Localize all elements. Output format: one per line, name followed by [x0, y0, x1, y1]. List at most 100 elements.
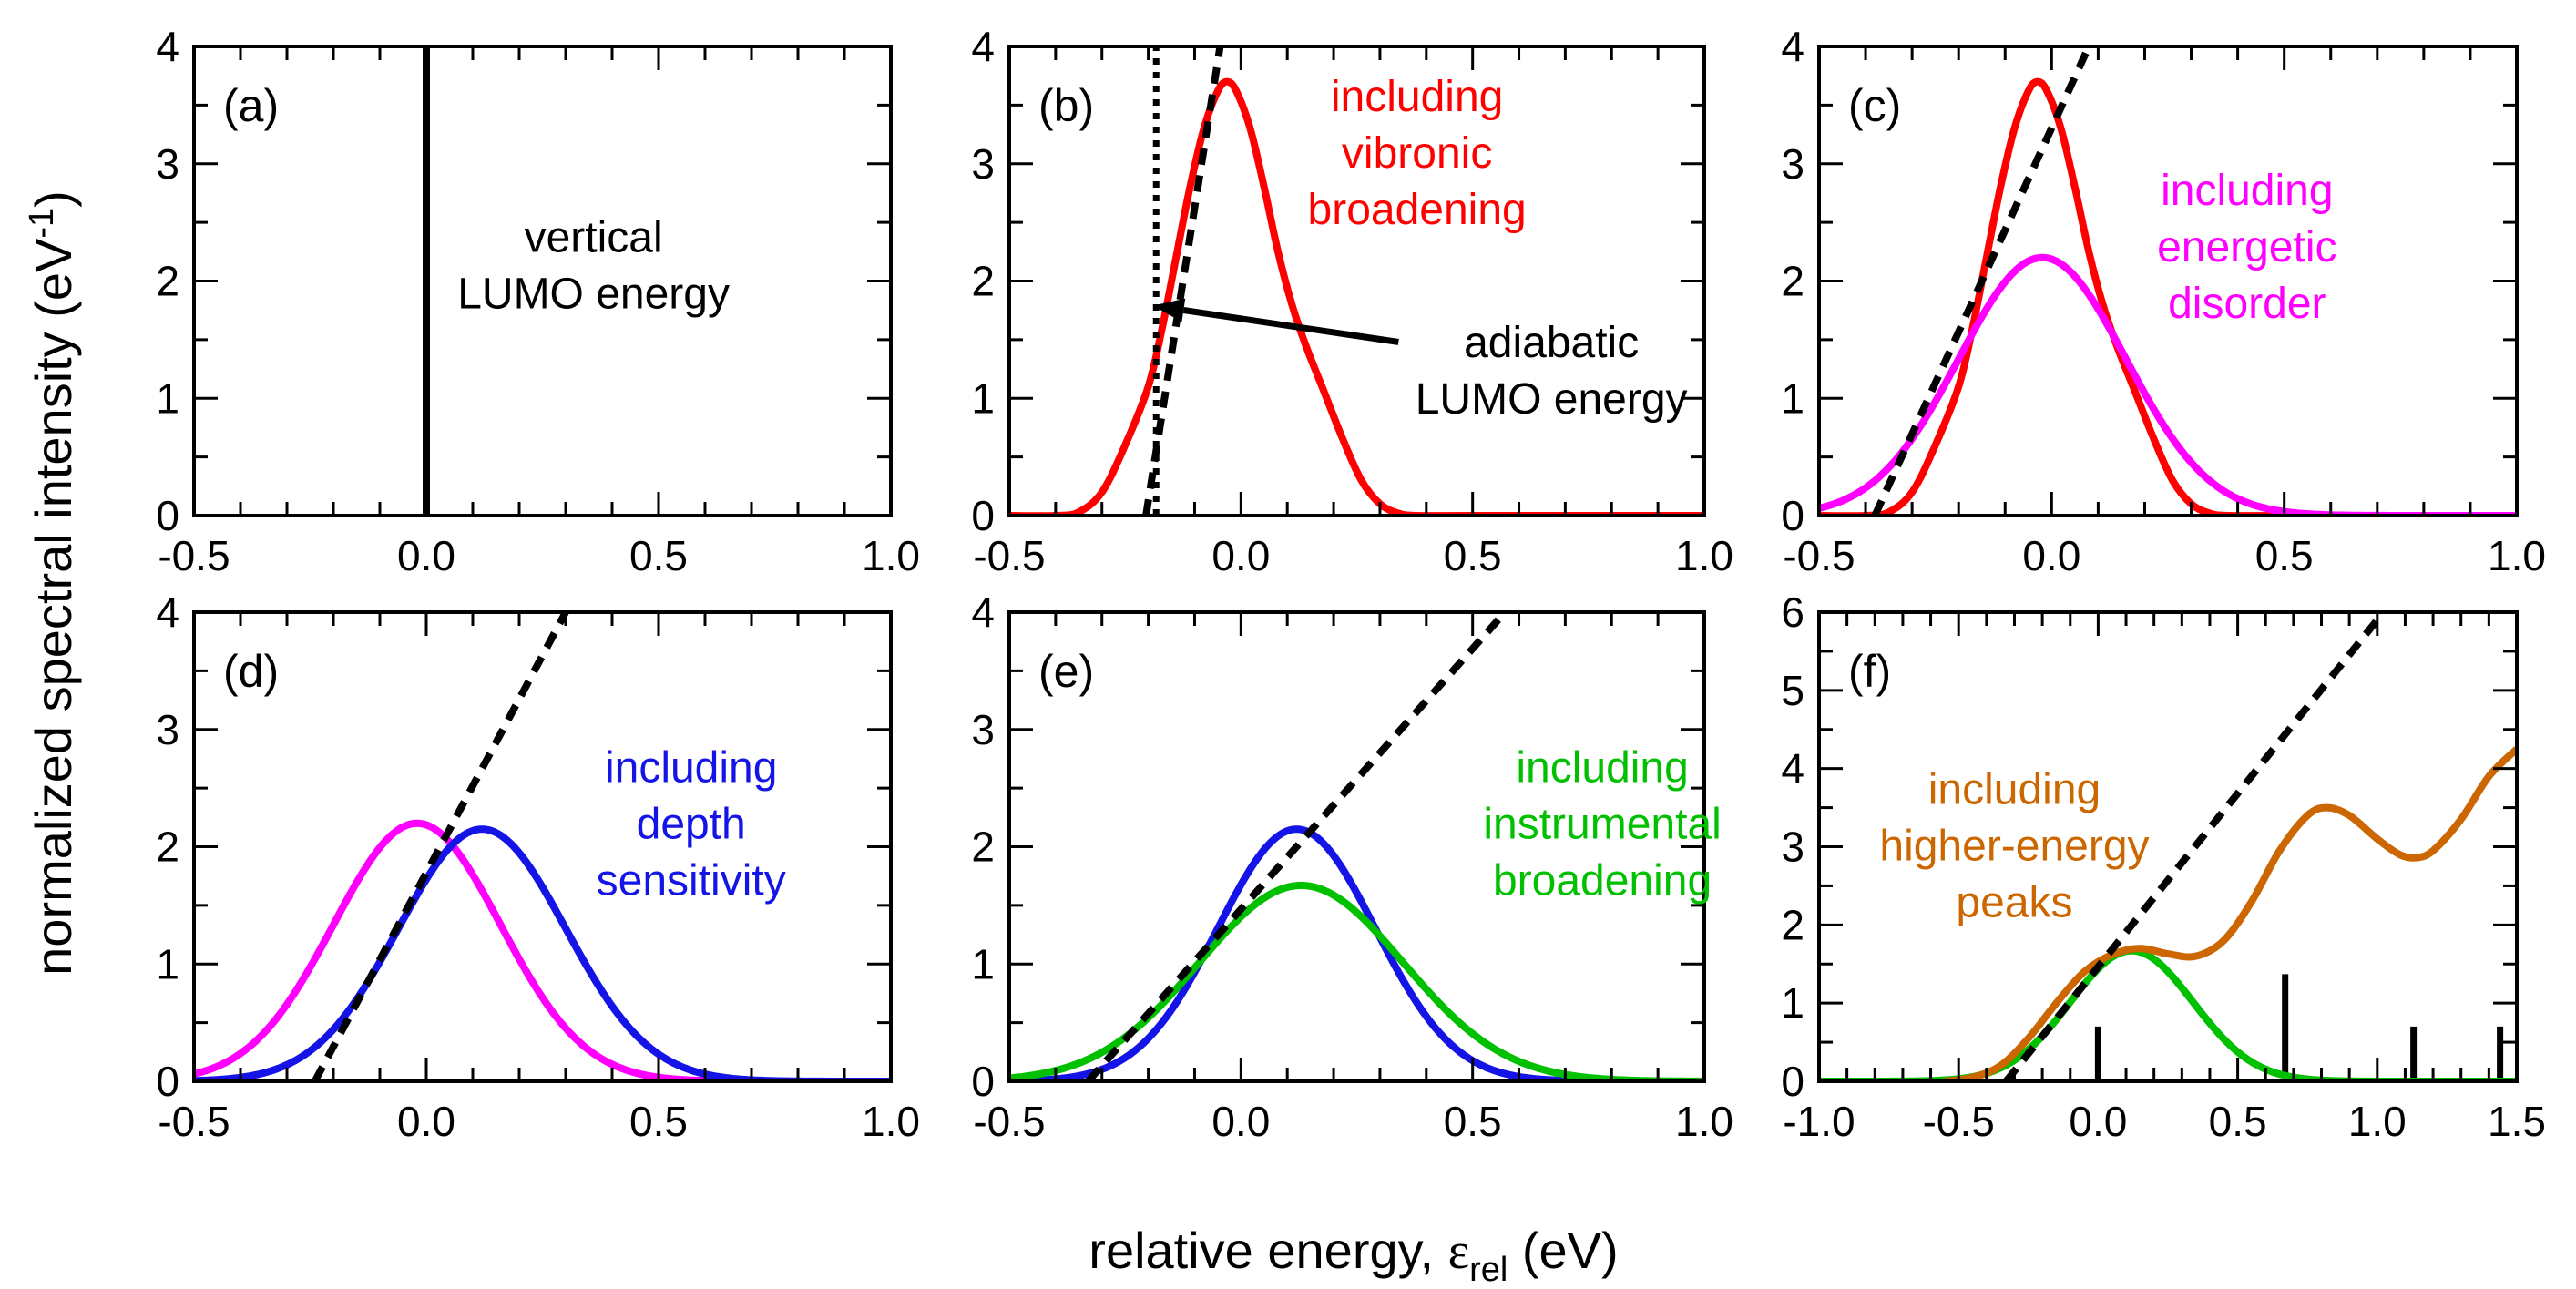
x-tick-label: 0.5	[1444, 532, 1502, 579]
y-tick-label: 1	[1781, 374, 1804, 422]
panel-c: -0.5 0.0 0.5 1.0 0 1 2 3 4 (c) including energetic d…	[1781, 23, 2546, 579]
x-tick-label: 0.0	[397, 1098, 455, 1145]
y-axis-title-sup: -1	[23, 208, 61, 239]
series-f-1	[1944, 746, 2517, 1081]
y-tick-label: 0	[156, 492, 179, 539]
x-tick-label: 0.5	[2255, 532, 2314, 579]
panel-label-e: (e)	[1038, 646, 1094, 697]
x-tick-label: 0.0	[1211, 532, 1270, 579]
x-tick-label: 1.0	[2488, 532, 2546, 579]
y-tick-label: 0	[971, 1058, 995, 1105]
series-d-0	[194, 819, 891, 1081]
arrow-head-b-0	[1152, 298, 1186, 322]
series-c-2	[1871, 46, 2092, 516]
x-tick-label: 1.0	[862, 1098, 920, 1145]
y-tick-label: 1	[971, 940, 995, 987]
y-tick-label: 2	[971, 824, 995, 871]
plot-area-d	[194, 612, 891, 1081]
series-f-2	[2003, 618, 2380, 1081]
annotation-d-0: including depth sensitivity	[597, 744, 786, 905]
annotation-a-0: vertical LUMO energy	[457, 213, 730, 318]
ticks-d	[192, 610, 893, 1083]
y-tick-label: 4	[156, 588, 179, 636]
x-tick-label: -0.5	[158, 532, 230, 579]
series-b-0	[1009, 77, 1704, 516]
series-b-2	[1142, 46, 1224, 516]
panel-b: -0.5 0.0 0.5 1.0 0 1 2 3 4 (b) including vibronic br…	[971, 23, 1733, 579]
y-tick-label: 1	[156, 940, 179, 987]
y-tick-label: 4	[1781, 23, 1804, 70]
y-tick-label: 4	[971, 588, 995, 636]
panel-d: -0.5 0.0 0.5 1.0 0 1 2 3 4 (d) including depth sensi…	[156, 588, 920, 1145]
x-tick-label: 0.5	[629, 532, 688, 579]
x-tick-label: -0.5	[973, 532, 1045, 579]
ticks-a	[192, 45, 893, 517]
x-tick-label: 0.5	[1444, 1098, 1502, 1145]
y-tick-label: 3	[156, 706, 179, 753]
series-e-2	[1085, 612, 1508, 1081]
x-tick-label: 0.0	[397, 532, 455, 579]
ticks-c	[1817, 45, 2519, 517]
ticks-f	[1817, 610, 2519, 1083]
x-axis-title-sub: rel	[1469, 1251, 1508, 1289]
panel-e: -0.5 0.0 0.5 1.0 0 1 2 3 4 (e) including instrument…	[971, 588, 1733, 1145]
panel-label-a: (a)	[223, 80, 279, 131]
x-tick-label: -0.5	[1923, 1098, 1995, 1145]
x-axis-title: relative energy, εrel (eV)	[1089, 1222, 1618, 1289]
ticks-e	[1007, 610, 1706, 1083]
annotation-f-0: including higher-energy peaks	[1879, 765, 2149, 926]
y-tick-label: 0	[1781, 1058, 1804, 1105]
y-tick-label: 1	[971, 374, 995, 422]
panels: -0.5 0.0 0.5 1.0 0 1 2 3 4 (a) vertical LUMO energy…	[156, 23, 2546, 1145]
x-tick-label: 1.0	[2348, 1098, 2407, 1145]
x-tick-label: 1.5	[2488, 1098, 2546, 1145]
x-tick-label: -0.5	[973, 1098, 1045, 1145]
x-tick-label: 1.0	[1675, 532, 1733, 579]
y-tick-label: 6	[1781, 588, 1804, 636]
panel-label-f: (f)	[1848, 646, 1891, 697]
annotation-c-0: including energetic disorder	[2157, 167, 2336, 328]
x-tick-label: 1.0	[862, 532, 920, 579]
y-tick-label: 4	[971, 23, 995, 70]
x-tick-label: -1.0	[1783, 1098, 1855, 1145]
series-d-2	[312, 612, 569, 1081]
annotation-b-0: including vibronic broadening	[1308, 73, 1527, 234]
y-tick-label: 2	[971, 258, 995, 305]
plot-area-b	[1009, 46, 1704, 516]
panel-f: -1.0 -0.5 0.0 0.5 1.0 1.5 0 1 2 3 4 5 6 (f) including h…	[1781, 588, 2546, 1145]
y-axis-title: normalized spectral intensity (eV-1)	[23, 190, 82, 976]
x-tick-label: 1.0	[1675, 1098, 1733, 1145]
y-tick-label: 4	[1781, 745, 1804, 793]
arrow-line-b-0	[1182, 307, 1399, 345]
y-tick-label: 3	[1781, 140, 1804, 188]
x-tick-label: 0.0	[2069, 1098, 2127, 1145]
x-tick-label: 0.5	[2209, 1098, 2267, 1145]
panel-label-d: (d)	[223, 646, 279, 697]
ticks-b	[1007, 45, 1706, 517]
series-d-1	[194, 825, 891, 1081]
x-tick-label: 0.0	[1211, 1098, 1270, 1145]
panel-label-c: (c)	[1848, 80, 1901, 131]
y-tick-label: 3	[971, 706, 995, 753]
y-tick-label: 1	[156, 374, 179, 422]
x-tick-label: 0.0	[2022, 532, 2080, 579]
y-tick-label: 3	[971, 140, 995, 188]
panel-a: -0.5 0.0 0.5 1.0 0 1 2 3 4 (a) vertical LUMO energy	[156, 23, 920, 579]
y-tick-label: 5	[1781, 667, 1804, 714]
annotation-e-0: including instrumental broadening	[1483, 744, 1721, 905]
x-tick-label: 0.5	[629, 1098, 688, 1145]
series-c-0	[1819, 77, 2517, 516]
y-tick-label: 0	[156, 1058, 179, 1105]
y-tick-label: 3	[1781, 824, 1804, 871]
y-tick-label: 2	[1781, 901, 1804, 948]
x-tick-label: -0.5	[158, 1098, 230, 1145]
y-tick-label: 0	[1781, 492, 1804, 539]
x-axis-title-symbol: ε	[1448, 1223, 1470, 1280]
y-tick-label: 4	[156, 23, 179, 70]
x-tick-label: -0.5	[1783, 532, 1855, 579]
y-tick-label: 2	[156, 824, 179, 871]
annotation-b-1: adiabatic LUMO energy	[1416, 319, 1688, 424]
y-tick-label: 2	[156, 258, 179, 305]
frame-d	[192, 610, 893, 1083]
